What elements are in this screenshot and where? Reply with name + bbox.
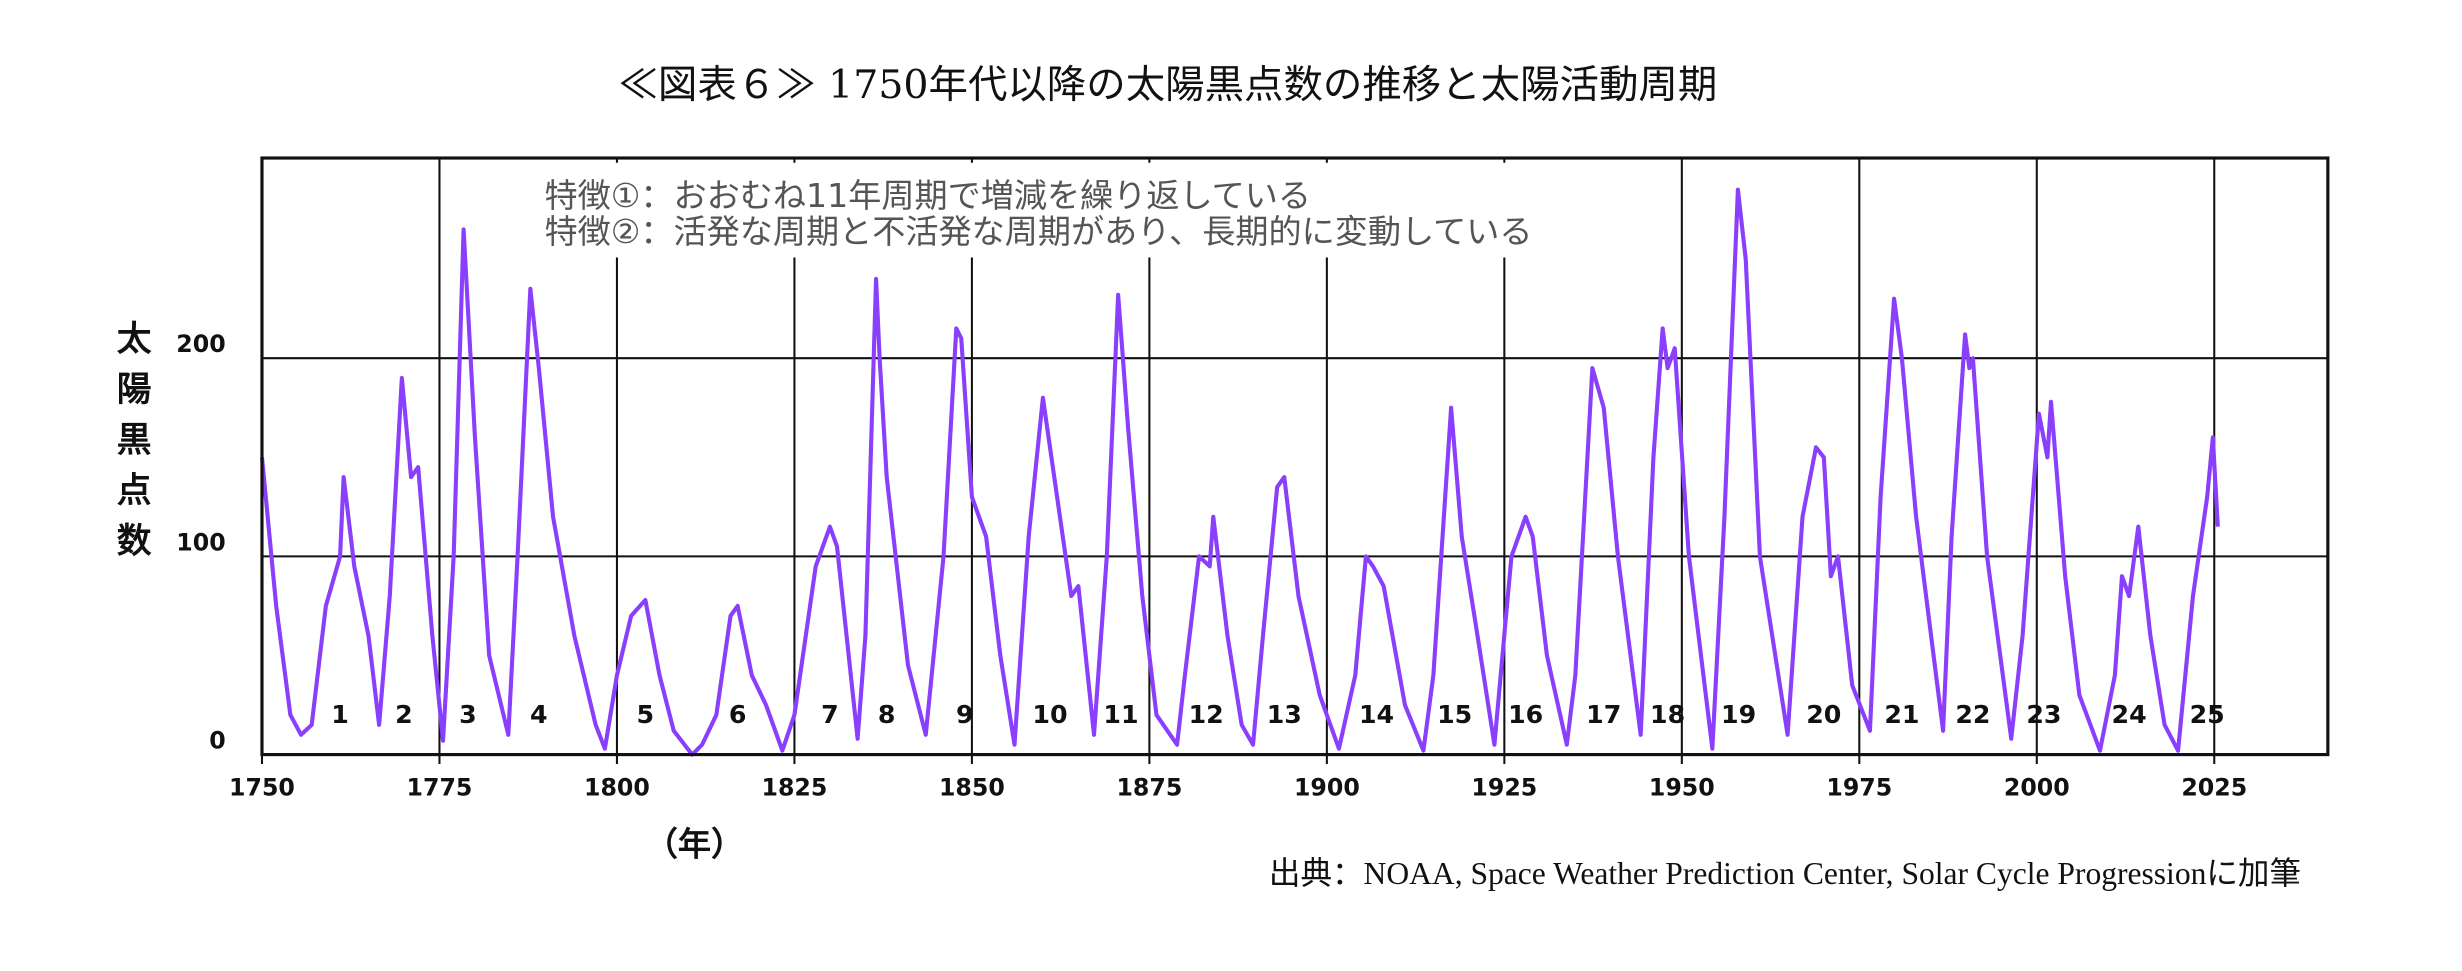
y-tick-label: 100 — [176, 528, 225, 556]
x-tick-label: 1825 — [762, 774, 828, 802]
source: 出典：NOAA, Space Weather Prediction Center… — [1269, 856, 2301, 891]
cycle-label: 10 — [1032, 700, 1067, 729]
data-line — [259, 187, 2220, 757]
cycle-label: 1 — [331, 700, 349, 729]
annotation-background — [530, 162, 1636, 258]
cycle-label: 25 — [2190, 700, 2225, 729]
cycle-label: 19 — [1721, 700, 1756, 729]
x-tick-label: 1975 — [1826, 774, 1892, 802]
cycle-label: 21 — [1884, 700, 1919, 729]
cycle-label: 9 — [956, 700, 974, 729]
cycle-label: 13 — [1267, 700, 1302, 729]
cycle-label: 23 — [2026, 700, 2061, 729]
cycle-label: 18 — [1650, 700, 1685, 729]
cycle-label: 24 — [2112, 700, 2147, 729]
annotation: 特徴①：おおむね11年周期で増減を繰り返している — [544, 176, 1310, 215]
x-tick-label: 1775 — [407, 774, 473, 802]
cycle-label: 2 — [395, 700, 413, 729]
annotation: 特徴②：活発な周期と不活発な周期があり、長期的に変動している — [544, 212, 1532, 251]
x-axis-label: （年） — [645, 825, 744, 864]
x-tick-label: 1750 — [229, 774, 295, 802]
x-tick-label: 1875 — [1116, 774, 1182, 802]
cycle-label: 8 — [878, 700, 896, 729]
y-tick-label: 200 — [176, 330, 225, 358]
plot-frame — [260, 156, 2330, 757]
cycle-label: 15 — [1437, 700, 1472, 729]
x-tick-label: 2025 — [2181, 774, 2247, 802]
y-tick-label: 0 — [209, 726, 225, 754]
x-tick-label: 1925 — [1471, 774, 1537, 802]
chart-title: ≪図表６≫ 1750年代以降の太陽黒点数の推移と太陽活動周期 — [618, 62, 1717, 108]
cycle-label: 20 — [1806, 700, 1841, 729]
cycle-label: 17 — [1586, 700, 1621, 729]
x-tick-label: 1850 — [939, 774, 1005, 802]
x-tick-label: 2000 — [2004, 774, 2070, 802]
cycle-label: 22 — [1955, 700, 1990, 729]
cycle-label: 7 — [821, 700, 839, 729]
cycle-label: 14 — [1359, 700, 1394, 729]
cycle-label: 11 — [1103, 700, 1138, 729]
plot-area: 特徴①：おおむね11年周期で増減を繰り返している特徴②：活発な周期と不活発な周期… — [259, 156, 2330, 765]
x-tick-label: 1800 — [584, 774, 650, 802]
cycle-label: 4 — [530, 700, 548, 729]
x-tick-label: 1950 — [1649, 774, 1715, 802]
cycle-label: 6 — [729, 700, 747, 729]
cycle-label: 3 — [459, 700, 477, 729]
cycle-label: 12 — [1189, 700, 1224, 729]
y-axis-label: 太陽黒点数 — [117, 320, 152, 562]
x-tick-label: 1900 — [1294, 774, 1360, 802]
cycle-label: 16 — [1508, 700, 1543, 729]
cycle-label: 5 — [637, 700, 655, 729]
